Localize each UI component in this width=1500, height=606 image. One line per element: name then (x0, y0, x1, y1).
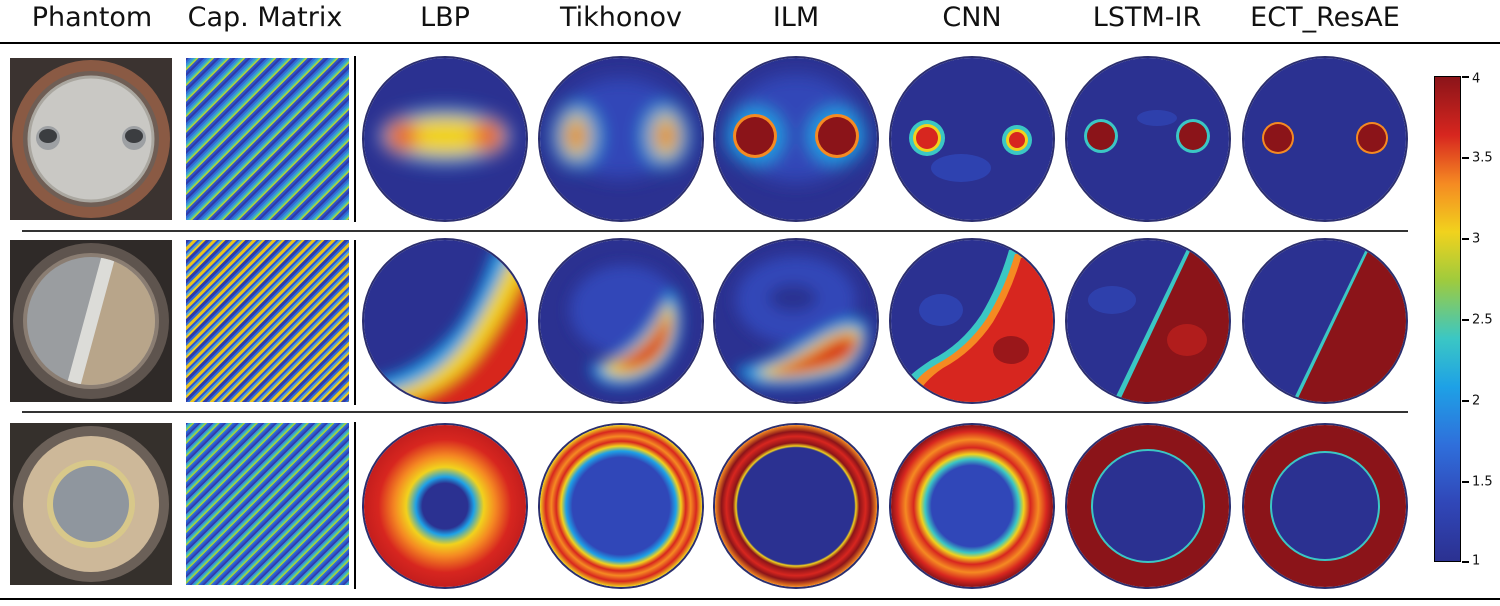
column-header-ect-resae: ECT_ResAE (1250, 2, 1400, 33)
recon-lstm-ir-row-1 (1067, 58, 1229, 220)
vertical-divider-1 (354, 56, 356, 222)
cap-matrix-row-2 (186, 240, 349, 402)
colorbar-tick-label: 4 (1472, 71, 1481, 87)
row-separator-2 (22, 411, 1408, 413)
top-rule (0, 42, 1500, 44)
phantom-photo-stratified (10, 240, 172, 402)
colorbar-tick (1462, 400, 1469, 402)
column-header-phantom: Phantom (31, 2, 153, 33)
recon-ect-resae-row-2 (1244, 240, 1406, 402)
colorbar-tick-label: 2.5 (1472, 312, 1493, 328)
bottom-rule (0, 598, 1500, 600)
colorbar-tick-label: 1.5 (1472, 474, 1493, 490)
column-header-ilm: ILM (772, 2, 820, 33)
column-header-cnn: CNN (942, 2, 1002, 33)
colorbar-tick (1462, 481, 1469, 483)
phantom-photo-two-rods (10, 58, 172, 220)
column-header-tikhonov: Tikhonov (559, 2, 683, 33)
colorbar-tick (1462, 319, 1469, 321)
colorbar-tick-label: 3 (1472, 231, 1481, 247)
recon-lbp-row-1 (364, 58, 526, 220)
recon-cnn-row-3 (891, 425, 1053, 587)
recon-ect-resae-row-1 (1244, 58, 1406, 220)
phantom-photo-annular (10, 423, 172, 585)
column-header-cap-matrix: Cap. Matrix (187, 2, 343, 33)
recon-tikhonov-row-3 (540, 425, 702, 587)
recon-ect-resae-row-3 (1244, 425, 1406, 587)
colorbar-tick (1462, 157, 1469, 159)
recon-lstm-ir-row-3 (1067, 425, 1229, 587)
cap-matrix-row-1 (186, 58, 349, 220)
colorbar-tick-label: 2 (1472, 393, 1481, 409)
vertical-divider-2 (354, 240, 356, 405)
row-separator-1 (22, 230, 1408, 232)
recon-ilm-row-1 (715, 58, 877, 220)
vertical-divider-3 (354, 422, 356, 589)
colorbar-tick-label: 3.5 (1472, 150, 1493, 166)
recon-lbp-row-2 (364, 240, 526, 402)
recon-tikhonov-row-1 (540, 58, 702, 220)
recon-tikhonov-row-2 (540, 240, 702, 402)
cap-matrix-row-3 (186, 423, 349, 585)
recon-lbp-row-3 (364, 425, 526, 587)
column-header-lbp: LBP (420, 2, 470, 33)
colorbar-tick (1462, 238, 1469, 240)
recon-ilm-row-3 (715, 425, 877, 587)
recon-ilm-row-2 (715, 240, 877, 402)
colorbar (1434, 76, 1461, 562)
colorbar-tick-label: 1 (1472, 553, 1481, 569)
recon-cnn-row-1 (891, 58, 1053, 220)
colorbar-tick (1462, 76, 1469, 78)
recon-lstm-ir-row-2 (1067, 240, 1229, 402)
colorbar-tick (1462, 561, 1469, 563)
recon-cnn-row-2 (891, 240, 1053, 402)
column-header-lstm-ir: LSTM-IR (1092, 2, 1202, 33)
